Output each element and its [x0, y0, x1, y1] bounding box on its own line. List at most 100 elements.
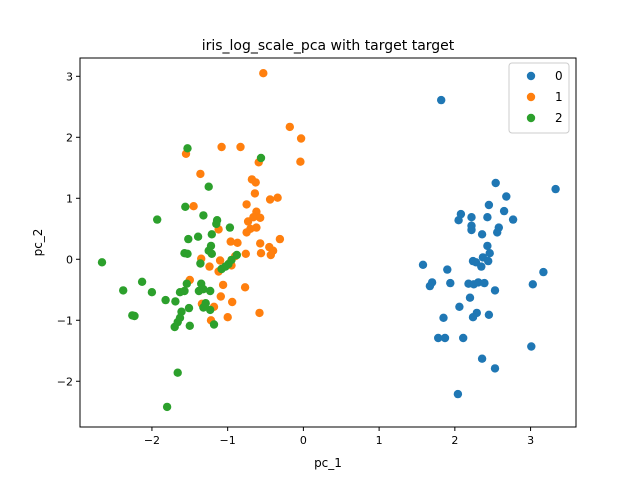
points-layer: [97, 69, 560, 412]
point-series-2-5: [199, 211, 208, 220]
point-series-0-24: [443, 265, 452, 274]
point-series-2-9: [207, 230, 216, 239]
point-series-1-48: [255, 308, 264, 318]
point-series-2-4: [153, 215, 162, 224]
point-series-2-11: [184, 234, 193, 244]
point-series-1-14: [242, 200, 251, 209]
point-series-1-30: [266, 250, 275, 260]
legend-marker-0: [526, 71, 536, 81]
point-series-1-24: [275, 234, 285, 244]
point-series-0-4: [484, 200, 494, 210]
point-series-0-46: [490, 364, 500, 373]
legend-marker-1: [526, 92, 536, 102]
y-tick-label: −2: [57, 375, 73, 388]
point-series-2-15: [183, 249, 192, 258]
point-series-1-12: [273, 193, 282, 202]
point-series-1-19: [243, 217, 253, 226]
y-tick-label: 2: [66, 131, 73, 144]
point-series-0-23: [418, 260, 428, 269]
point-series-1-4: [217, 142, 226, 152]
point-series-1-44: [228, 297, 237, 307]
point-series-0-39: [468, 313, 478, 322]
point-series-2-7: [212, 219, 221, 229]
y-tick-label: 0: [66, 253, 73, 266]
point-series-2-38: [206, 305, 215, 315]
point-series-0-2: [491, 178, 500, 188]
x-tick-label: −1: [220, 434, 236, 447]
point-series-0-10: [454, 216, 463, 225]
point-series-1-10: [251, 178, 260, 187]
point-series-1-32: [241, 249, 250, 258]
point-series-0-8: [499, 206, 509, 216]
point-series-0-27: [425, 281, 435, 291]
point-series-2-48: [173, 368, 182, 377]
y-tick-label: −1: [57, 314, 73, 327]
point-series-0-31: [474, 278, 483, 287]
point-series-2-17: [232, 250, 241, 260]
point-series-2-25: [182, 279, 191, 288]
point-series-0-21: [484, 256, 493, 266]
point-series-0-38: [484, 310, 494, 319]
legend-label-2: 2: [555, 111, 563, 125]
point-series-2-46: [185, 321, 194, 330]
point-series-1-2: [296, 134, 306, 143]
point-series-2-47: [209, 320, 219, 329]
point-series-2-45: [170, 322, 179, 332]
point-series-2-16: [207, 249, 216, 258]
legend-marker-2: [526, 113, 536, 123]
point-series-0-12: [467, 225, 476, 235]
point-series-0-28: [446, 278, 455, 288]
point-series-1-26: [233, 238, 242, 247]
point-series-1-23: [242, 228, 251, 237]
point-series-1-18: [256, 213, 265, 222]
point-series-2-39: [184, 303, 194, 313]
point-series-0-17: [485, 249, 494, 258]
point-series-1-7: [296, 157, 305, 166]
point-series-0-25: [539, 267, 548, 277]
point-series-2-21: [196, 259, 205, 268]
point-series-0-6: [467, 213, 476, 222]
point-series-1-13: [265, 195, 275, 204]
y-tick-label: 3: [66, 70, 73, 83]
point-series-2-37: [199, 303, 208, 312]
point-series-0-3: [502, 192, 511, 201]
point-series-1-35: [215, 256, 225, 265]
point-series-0-40: [439, 313, 448, 322]
point-series-1-11: [250, 189, 260, 198]
point-series-0-32: [480, 278, 489, 288]
point-series-2-28: [194, 286, 204, 296]
point-series-0-16: [483, 241, 492, 251]
point-series-0-44: [527, 342, 536, 351]
point-series-2-33: [206, 286, 215, 296]
point-series-1-31: [256, 249, 266, 258]
point-series-1-8: [196, 169, 205, 179]
point-series-2-44: [128, 311, 137, 320]
point-series-0-7: [483, 213, 492, 222]
point-series-1-42: [240, 283, 250, 292]
point-series-0-36: [455, 302, 464, 311]
x-tick-label: 0: [300, 434, 307, 447]
x-tick-label: 2: [451, 434, 458, 447]
x-tick-label: 3: [527, 434, 534, 447]
x-tick-label: −2: [144, 434, 160, 447]
point-series-0-22: [477, 262, 486, 271]
point-series-2-10: [193, 232, 203, 241]
point-series-2-32: [175, 288, 185, 297]
point-series-1-43: [216, 292, 225, 301]
point-series-1-39: [205, 262, 214, 271]
point-series-2-1: [256, 153, 266, 163]
point-series-2-35: [161, 295, 170, 305]
legend-items: 0 1 2: [526, 69, 563, 125]
point-series-2-24: [137, 277, 147, 286]
point-series-2-8: [225, 223, 235, 232]
point-series-2-23: [97, 258, 107, 267]
y-axis-ticks: −2 −1 0 1 2 3: [57, 70, 80, 388]
point-series-1-1: [285, 122, 294, 132]
legend-label-0: 0: [555, 69, 563, 83]
y-tick-label: 1: [66, 192, 73, 205]
point-series-2-3: [181, 202, 190, 211]
point-series-2-49: [162, 402, 172, 412]
axes-frame: [79, 57, 577, 428]
point-series-1-41: [218, 280, 228, 290]
